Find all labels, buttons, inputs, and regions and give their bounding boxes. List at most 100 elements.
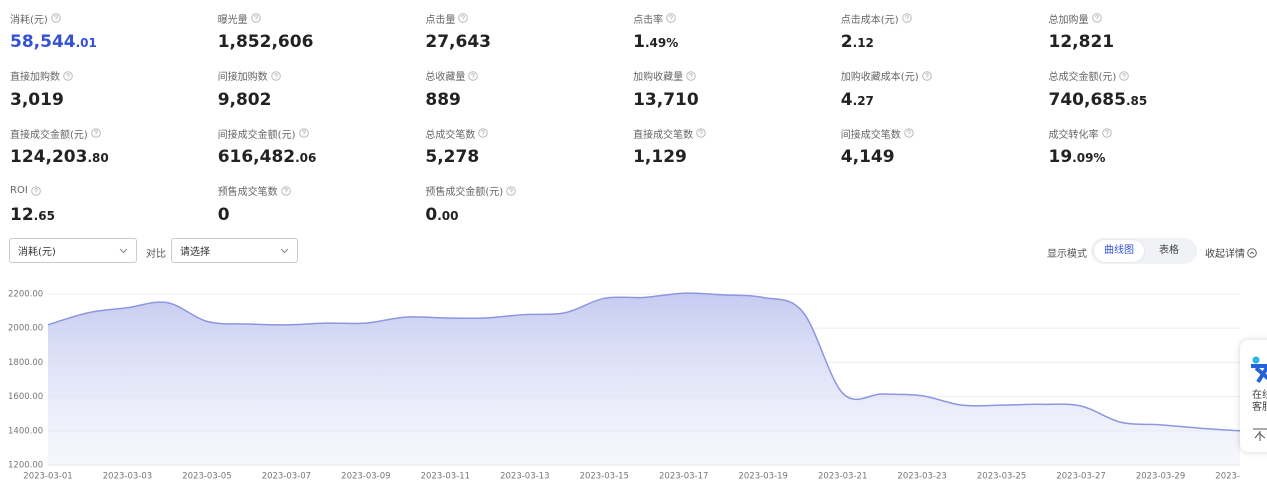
metric-label: 直接成交笔数 bbox=[633, 126, 833, 141]
metric-label: 间接加购数 bbox=[218, 69, 418, 83]
support-widget[interactable]: 在线客服 bbox=[1240, 340, 1267, 452]
metric-label-text: 总加购量 bbox=[1048, 14, 1089, 26]
help-icon bbox=[468, 70, 479, 81]
metric-value: 9,802 bbox=[217, 89, 272, 110]
metric-label-text: 成交转化率 bbox=[1048, 129, 1099, 141]
metric-value: 3,019 bbox=[10, 89, 64, 110]
metric-label-text: 直接成交笔数 bbox=[633, 129, 694, 141]
metric-value: 1.49% bbox=[633, 32, 679, 52]
metric-value: 0 bbox=[217, 204, 230, 225]
metric-label-text: 间接成交笔数 bbox=[840, 129, 901, 141]
metric: 直接加购数 3,019 bbox=[10, 69, 210, 110]
metric-label: 预售成交笔数 bbox=[218, 184, 418, 198]
metric-value: 0.00 bbox=[425, 204, 459, 225]
metric-label: 曝光量 bbox=[217, 11, 418, 26]
metric: 直接成交笔数 1,129 bbox=[633, 126, 833, 167]
help-icon bbox=[91, 128, 101, 138]
chevron bbox=[280, 248, 289, 254]
metric: 预售成交金额(元) 0.00 bbox=[425, 184, 625, 225]
help-icon bbox=[921, 70, 932, 81]
metric-value: 1,852,606 bbox=[217, 32, 314, 52]
x-tick-label: 2023-03-01 bbox=[23, 472, 72, 482]
support-label: 在线客服 bbox=[1252, 390, 1267, 413]
metric-value: 4.27 bbox=[840, 89, 874, 110]
area-line bbox=[47, 292, 1240, 432]
select-text: 请选择 bbox=[180, 247, 210, 258]
help-icon bbox=[63, 70, 73, 81]
x-tick-label: 2023-03-19 bbox=[738, 472, 787, 482]
compare-label: 对比 bbox=[146, 249, 166, 260]
y-tick-label: 2200.00 bbox=[8, 290, 43, 300]
metric-label: 成交转化率 bbox=[1048, 126, 1249, 141]
metric-label-text: 加购收藏成本(元) bbox=[840, 72, 919, 83]
y-tick-label: 1400.00 bbox=[8, 426, 43, 436]
help-icon bbox=[270, 70, 281, 81]
metric-value: 13,710 bbox=[633, 89, 699, 110]
help-icon bbox=[696, 128, 706, 138]
chevron bbox=[119, 248, 128, 254]
collapse-icon bbox=[1247, 247, 1257, 258]
metric: 点击率 1.49% bbox=[633, 11, 833, 52]
x-tick-label: 2023-03-03 bbox=[103, 472, 152, 482]
metric: 间接加购数 9,802 bbox=[218, 69, 418, 110]
metric: 点击成本(元) 2.12 bbox=[841, 11, 1041, 52]
metric-label-text: 直接加购数 bbox=[10, 72, 60, 83]
metric-value: 4,149 bbox=[840, 147, 895, 167]
help-icon bbox=[901, 13, 912, 23]
metric-label: 总成交金额(元) bbox=[1049, 69, 1249, 83]
help-icon bbox=[666, 13, 676, 23]
metric: 加购收藏成本(元) 4.27 bbox=[841, 69, 1041, 110]
metric-select[interactable]: 消耗(元) bbox=[9, 238, 137, 263]
metric-label: ROI bbox=[10, 184, 210, 198]
metric-label: 直接加购数 bbox=[10, 69, 210, 83]
metric: 预售成交笔数 0 bbox=[218, 184, 418, 225]
compare-select[interactable]: 请选择 bbox=[171, 238, 298, 263]
metric-label-text: 点击成本(元) bbox=[840, 14, 899, 26]
metric: 总成交笔数 5,278 bbox=[425, 126, 625, 167]
metric-label: 间接成交笔数 bbox=[840, 126, 1041, 141]
x-tick-label: 2023-03-07 bbox=[262, 472, 311, 482]
help-icon bbox=[30, 185, 41, 196]
metric-label-text: 消耗(元) bbox=[10, 14, 48, 26]
x-tick-label: 2023-03-31 bbox=[1215, 472, 1240, 482]
metric-label-text: 间接成交金额(元) bbox=[217, 129, 296, 141]
metric-label: 点击率 bbox=[633, 11, 833, 26]
help-icon bbox=[478, 128, 489, 138]
help-icon bbox=[506, 185, 517, 196]
metric-value: 27,643 bbox=[425, 32, 491, 52]
metric-label-text: 间接加购数 bbox=[217, 72, 268, 83]
metric: ROI 12.65 bbox=[10, 184, 210, 225]
metric-label-text: 预售成交金额(元) bbox=[425, 187, 504, 198]
metric-label-text: 总收藏量 bbox=[425, 72, 466, 83]
x-tick-label: 2023-03-27 bbox=[1056, 472, 1105, 482]
metric-label: 消耗(元) bbox=[10, 11, 210, 26]
metric-label-text: 预售成交笔数 bbox=[217, 187, 278, 198]
metric-value: 740,685.85 bbox=[1048, 89, 1148, 110]
metric: 点击量 27,643 bbox=[425, 11, 625, 52]
metric-value: 58,544.01 bbox=[10, 32, 97, 52]
metric-value: 2.12 bbox=[840, 32, 874, 52]
metric-value: 889 bbox=[425, 89, 461, 110]
collapse-toggle[interactable]: 收起详情 bbox=[1205, 245, 1257, 260]
mode-table[interactable]: 表格 bbox=[1159, 245, 1179, 256]
metric-label-text: 曝光量 bbox=[217, 14, 248, 26]
metric-value: 19.09% bbox=[1048, 147, 1106, 167]
help-icon bbox=[903, 128, 914, 138]
help-icon bbox=[280, 185, 291, 196]
x-tick-label: 2023-03-09 bbox=[341, 472, 390, 482]
metric-label: 总加购量 bbox=[1048, 11, 1249, 26]
metric-label: 点击成本(元) bbox=[840, 11, 1041, 26]
metric-label-text: 总成交金额(元) bbox=[1048, 72, 1117, 83]
y-tick-label: 1800.00 bbox=[8, 358, 43, 368]
metric: 间接成交笔数 4,149 bbox=[841, 126, 1041, 167]
metric: 总收藏量 889 bbox=[425, 69, 625, 110]
metric-label: 间接成交金额(元) bbox=[217, 126, 418, 141]
help-icon bbox=[686, 70, 696, 81]
metric-label-text: 点击量 bbox=[425, 14, 456, 26]
y-tick-label: 2000.00 bbox=[8, 324, 43, 334]
help-icon bbox=[1119, 70, 1130, 81]
select-text: 消耗(元) bbox=[18, 247, 56, 258]
metric-label-text: ROI bbox=[10, 185, 28, 196]
mode-curve[interactable]: 曲线图 bbox=[1094, 240, 1144, 262]
